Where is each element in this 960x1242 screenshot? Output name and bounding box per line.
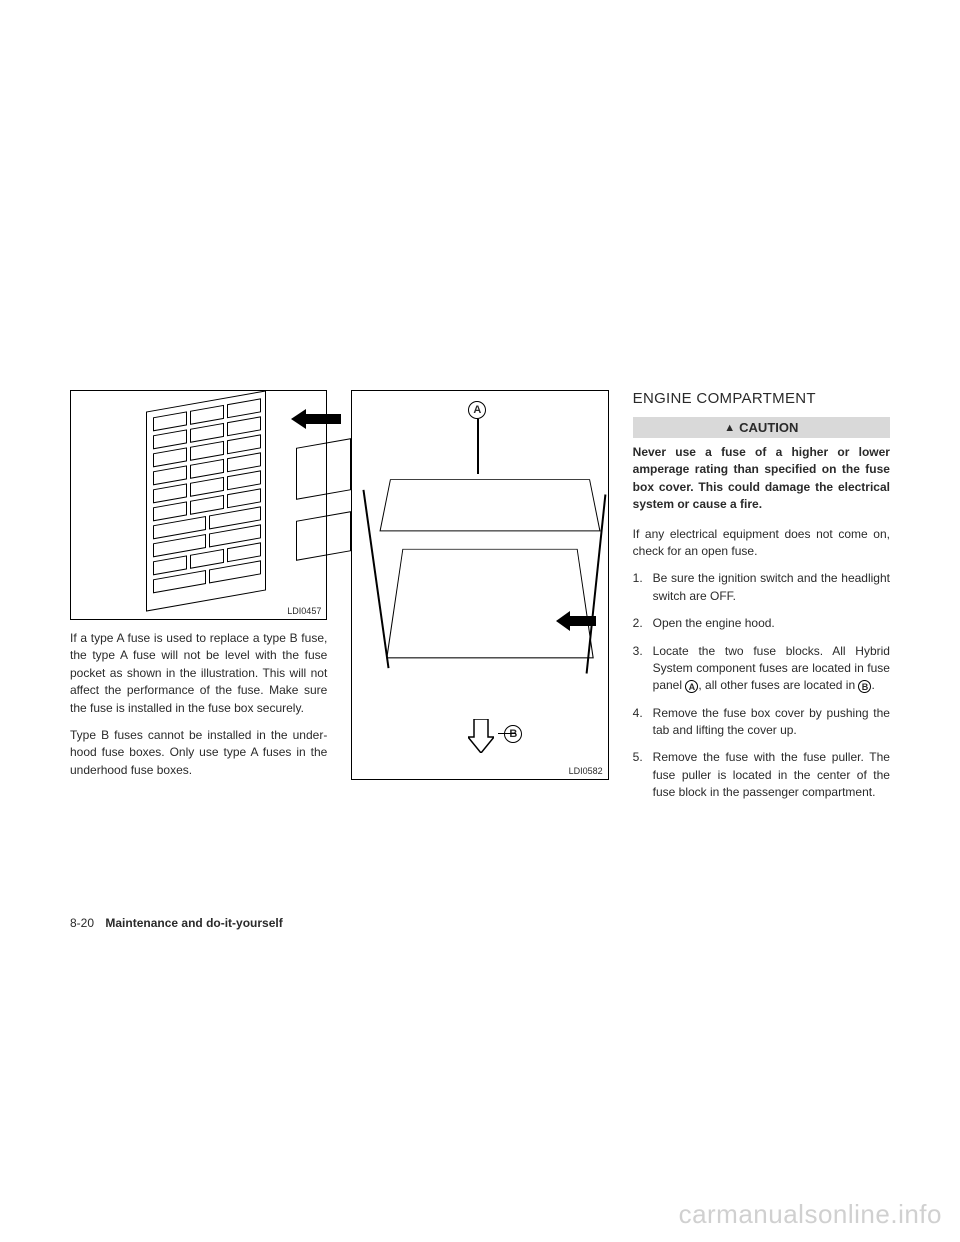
watermark: carmanualsonline.info [679,1199,942,1230]
arrow-down-icon [468,719,494,753]
list-item: Locate the two fuse blocks. All Hybrid S… [633,643,890,695]
page-footer: 8-20 Maintenance and do-it-yourself [70,916,283,930]
caution-body: Never use a fuse of a higher or lower am… [633,444,890,514]
warning-icon: ▲ [724,422,735,434]
step-text: . [871,678,874,692]
arrow-icon [291,409,341,429]
page-columns: LDI0457 If a type A fuse is used to repl… [70,390,890,812]
section-heading: ENGINE COMPARTMENT [633,390,890,407]
callout-b: B [504,725,522,743]
list-item: Be sure the ignition switch and the head… [633,570,890,605]
column-3: ENGINE COMPARTMENT ▲ CAUTION Never use a … [633,390,890,812]
figure-fusebox: LDI0457 [70,390,327,620]
col1-text: If a type A fuse is used to replace a ty… [70,630,327,779]
section-title: Maintenance and do-it-yourself [105,916,282,930]
arrow-icon [556,609,596,633]
caution-label: CAUTION [739,420,798,435]
list-item: Remove the fuse box cover by pushing the… [633,705,890,740]
circled-b: B [858,680,871,693]
figure-code: LDI0457 [287,606,321,616]
figure-engine: A B LDI0582 [351,390,608,780]
page-number: 8-20 [70,916,94,930]
caution-header: ▲ CAUTION [633,417,890,438]
figure-code: LDI0582 [569,766,603,776]
list-item: Remove the fuse with the fuse puller. Th… [633,749,890,801]
column-2: A B LDI0582 [351,390,608,812]
column-1: LDI0457 If a type A fuse is used to repl… [70,390,327,812]
steps-list: Be sure the ignition switch and the head… [633,570,890,801]
list-item: Open the engine hood. [633,615,890,632]
paragraph: If a type A fuse is used to replace a ty… [70,630,327,717]
intro-paragraph: If any electrical equipment does not com… [633,526,890,561]
paragraph: Type B fuses cannot be installed in the … [70,727,327,779]
step-text: , all other fuses are located in [698,678,858,692]
circled-a: A [685,680,698,693]
callout-a: A [468,401,486,419]
fusebox-sketch [146,401,286,601]
engine-sketch: A B [360,399,599,771]
